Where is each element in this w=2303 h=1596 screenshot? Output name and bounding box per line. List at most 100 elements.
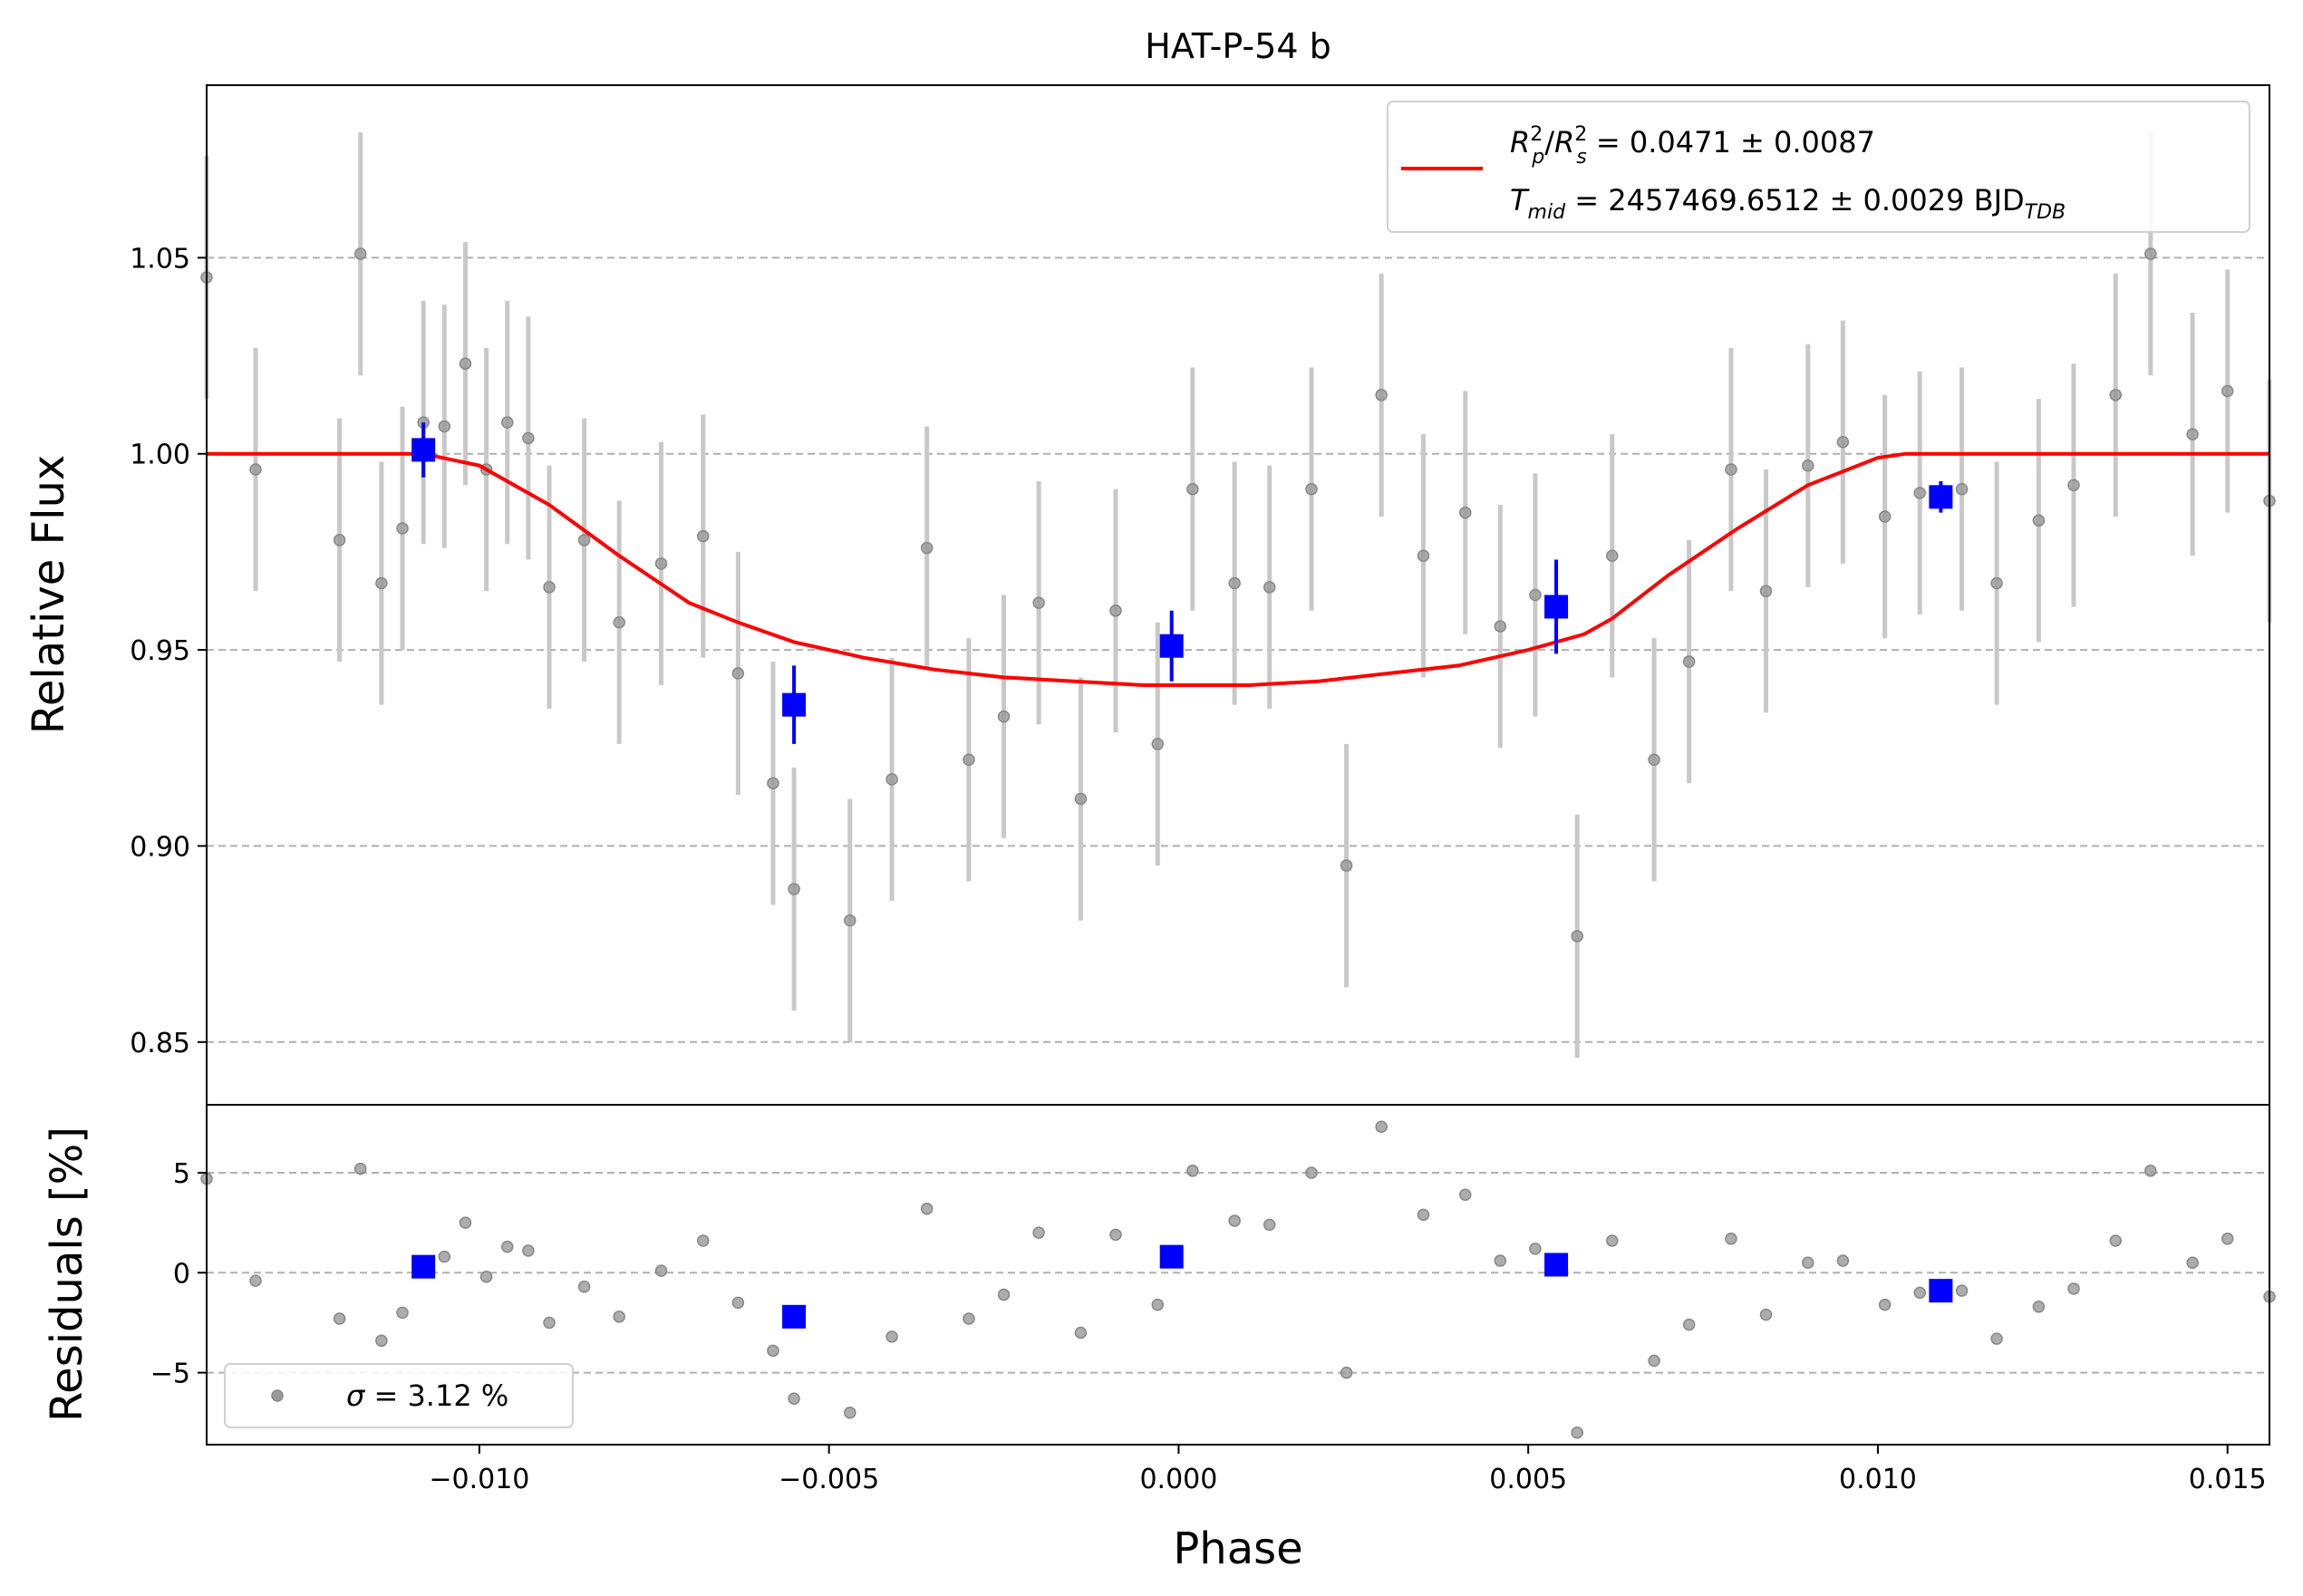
transit-gridlines xyxy=(207,256,2269,1043)
residuals-raw-point xyxy=(2144,1165,2157,1177)
transit-raw-point xyxy=(1417,549,1430,562)
transit-raw-point xyxy=(1186,482,1199,496)
transit-raw-point xyxy=(2032,514,2046,527)
residuals-raw-point xyxy=(2221,1233,2234,1245)
residuals-raw-point xyxy=(1529,1243,1542,1255)
transit-raw-point xyxy=(1375,389,1388,401)
residuals-y-tick-label: 0 xyxy=(173,1258,190,1290)
transit-raw-point xyxy=(1305,482,1318,496)
transit-raw-point xyxy=(2109,389,2123,401)
transit-binned-point xyxy=(1159,634,1184,658)
transit-raw-point xyxy=(1836,436,1850,449)
residuals-x-tick-label: 0.015 xyxy=(2189,1464,2267,1495)
transit-raw-point xyxy=(788,883,800,895)
transit-raw-point xyxy=(920,541,934,555)
residuals-raw-point xyxy=(2032,1301,2046,1313)
residuals-raw-points xyxy=(200,1120,2276,1439)
transit-raw-point xyxy=(1571,930,1583,943)
transit-raw-point xyxy=(1263,581,1276,594)
transit-binned-points xyxy=(411,422,1953,744)
residuals-raw-point xyxy=(1913,1286,1926,1300)
transit-raw-point xyxy=(844,914,856,927)
residuals-raw-point xyxy=(1955,1284,1969,1297)
transit-y-tick-label: 0.95 xyxy=(130,635,190,667)
transit-raw-point xyxy=(1878,510,1892,523)
transit-raw-point xyxy=(1913,487,1926,499)
residuals-raw-point xyxy=(1494,1254,1507,1267)
residuals-raw-point xyxy=(1836,1254,1850,1267)
residuals-raw-point xyxy=(1032,1226,1045,1239)
transit-raw-point xyxy=(1990,576,2003,590)
residuals-raw-point xyxy=(2186,1256,2199,1270)
residuals-y-ticks: −5 0 5 xyxy=(150,1158,207,1390)
residuals-raw-point xyxy=(1990,1332,2003,1345)
residuals-panel: −5 0 5 −0.010 −0.005 0.000 0.005 0.010 0.015 Re… xyxy=(42,1104,2276,1574)
residuals-legend-sigma-label: σ = 3.12 % xyxy=(346,1378,508,1413)
residuals-raw-point xyxy=(767,1344,779,1358)
transit-raw-point xyxy=(1228,576,1241,590)
transit-raw-point xyxy=(997,710,1011,723)
residuals-x-tick-label: −0.010 xyxy=(429,1464,529,1495)
residuals-raw-point xyxy=(1228,1214,1241,1227)
transit-raw-point xyxy=(1109,605,1122,617)
residuals-legend-box xyxy=(224,1363,574,1428)
residuals-raw-point xyxy=(459,1216,472,1229)
residuals-raw-point xyxy=(788,1392,800,1406)
residuals-raw-point xyxy=(1263,1218,1276,1232)
transit-y-tick-label: 0.85 xyxy=(130,1028,190,1059)
transit-legend: R2 p/R2 s = 0.0471 ± 0.0087 Tmid = 2457469… xyxy=(1387,101,2250,233)
transit-raw-point xyxy=(1340,859,1353,872)
transit-binned-point xyxy=(1929,485,1953,509)
residuals-raw-point xyxy=(2109,1234,2123,1247)
transit-raw-point xyxy=(375,576,388,590)
transit-y-tick-label: 1.00 xyxy=(130,440,190,471)
transit-raw-point xyxy=(333,534,346,547)
transit-binned-point xyxy=(1544,595,1569,619)
residuals-x-tick-label: 0.005 xyxy=(1489,1464,1567,1495)
residuals-y-axis-label: Residuals [%] xyxy=(42,1127,92,1422)
transit-raw-point xyxy=(1759,585,1773,597)
transit-raw-point xyxy=(1725,463,1737,476)
residuals-raw-point xyxy=(844,1406,856,1419)
residuals-x-tick-label: −0.005 xyxy=(779,1464,879,1495)
residuals-legend: σ = 3.12 % xyxy=(224,1363,574,1428)
residuals-raw-point xyxy=(654,1264,668,1277)
transit-raw-point xyxy=(459,357,472,370)
transit-raw-point xyxy=(885,773,898,786)
residuals-raw-point xyxy=(1878,1298,1892,1311)
residuals-x-tick-label: 0.010 xyxy=(1839,1464,1917,1495)
transit-raw-point xyxy=(1955,482,1969,496)
residuals-raw-point xyxy=(396,1306,409,1320)
residuals-raw-point xyxy=(1417,1208,1430,1222)
residuals-raw-point xyxy=(479,1270,493,1283)
transit-raw-point xyxy=(2221,384,2234,398)
transit-legend-box xyxy=(1387,101,2250,233)
residuals-x-ticks: −0.010 −0.005 0.000 0.005 0.010 0.015 xyxy=(429,1445,2267,1495)
residuals-raw-point xyxy=(1648,1354,1660,1368)
transit-raw-point xyxy=(396,522,409,535)
transit-y-tick-label: 0.90 xyxy=(130,831,190,863)
transit-legend-tmid-label: Tmid = 2457469.6512 ± 0.0029 BJDTDB xyxy=(1510,183,2066,224)
residuals-binned-point xyxy=(1159,1244,1184,1269)
transit-raw-point xyxy=(697,529,710,543)
residuals-raw-point xyxy=(1571,1427,1583,1439)
residuals-raw-point xyxy=(920,1202,934,1215)
transit-raw-point xyxy=(1529,588,1542,602)
transit-raw-point xyxy=(1032,596,1045,609)
transit-raw-points xyxy=(200,247,2276,943)
transit-raw-point xyxy=(522,431,535,445)
transit-raw-point xyxy=(577,534,591,547)
transit-raw-point xyxy=(249,463,262,476)
residuals-raw-point xyxy=(997,1288,1011,1301)
residuals-binned-point xyxy=(1929,1279,1953,1303)
chart-title: HAT-P-54 b xyxy=(1145,26,1331,66)
residuals-raw-point xyxy=(1305,1166,1318,1179)
residuals-raw-point xyxy=(1340,1366,1353,1379)
transit-raw-point xyxy=(1494,620,1507,633)
transit-y-tick-label: 1.05 xyxy=(130,243,190,275)
residuals-binned-point xyxy=(1544,1253,1569,1277)
residuals-raw-point xyxy=(1759,1308,1773,1321)
residuals-raw-point xyxy=(1682,1318,1696,1331)
residuals-raw-point xyxy=(885,1330,898,1343)
transit-y-axis-label: Relative Flux xyxy=(24,455,74,735)
